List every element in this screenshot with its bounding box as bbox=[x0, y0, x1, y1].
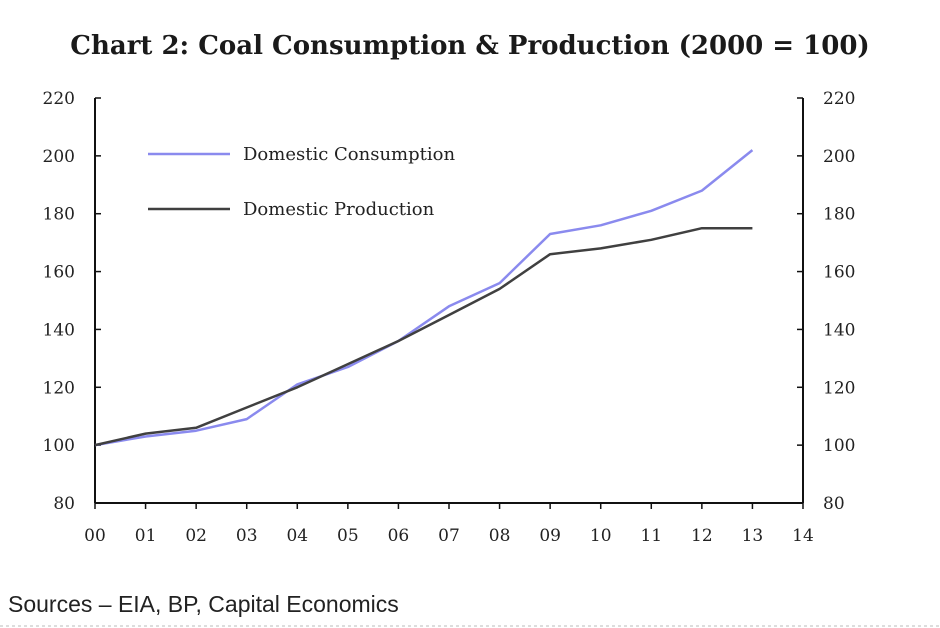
sources-note: Sources – EIA, BP, Capital Economics bbox=[8, 591, 399, 617]
x-tick-label: 12 bbox=[691, 526, 713, 546]
y-tick-label-right: 80 bbox=[823, 494, 845, 514]
y-tick-label-left: 140 bbox=[43, 320, 75, 340]
x-tick-label: 14 bbox=[792, 526, 814, 546]
x-tick-label: 09 bbox=[539, 526, 561, 546]
y-tick-label-right: 220 bbox=[823, 89, 855, 109]
x-tick-label: 07 bbox=[438, 526, 460, 546]
series-line-production bbox=[94, 226, 753, 447]
x-tick-label: 04 bbox=[286, 526, 308, 546]
y-tick-label-left: 80 bbox=[53, 494, 75, 514]
x-tick-label: 13 bbox=[742, 526, 764, 546]
x-tick-label: 02 bbox=[185, 526, 207, 546]
y-tick-label-left: 200 bbox=[43, 147, 75, 167]
y-tick-label-right: 180 bbox=[823, 205, 855, 225]
x-tick-label: 08 bbox=[489, 526, 511, 546]
y-tick-label-left: 180 bbox=[43, 205, 75, 225]
y-tick-label-left: 160 bbox=[43, 263, 75, 283]
x-tick-label: 05 bbox=[337, 526, 359, 546]
y-tick-label-left: 220 bbox=[43, 89, 75, 109]
legend: Domestic Consumption Domestic Production bbox=[148, 144, 455, 220]
y-tick-label-right: 120 bbox=[823, 378, 855, 398]
legend-label: Domestic Production bbox=[243, 199, 435, 220]
y-tick-label-right: 200 bbox=[823, 147, 855, 167]
series-lines bbox=[94, 149, 754, 447]
y-tick-label-right: 140 bbox=[823, 320, 855, 340]
x-tick-label: 06 bbox=[388, 526, 410, 546]
axes: 80 100 120 140 160 180 200 220 80 100 120 140 160 180… bbox=[43, 89, 856, 546]
y-tick-label-right: 160 bbox=[823, 263, 855, 283]
series-line-consumption bbox=[94, 149, 754, 447]
x-tick-label: 00 bbox=[84, 526, 106, 546]
x-tick-label: 01 bbox=[135, 526, 157, 546]
x-tick-label: 10 bbox=[590, 526, 612, 546]
legend-label: Domestic Consumption bbox=[243, 144, 455, 165]
chart-title: Chart 2: Coal Consumption & Production (… bbox=[70, 31, 869, 61]
y-tick-label-right: 100 bbox=[823, 436, 855, 456]
y-tick-label-left: 100 bbox=[43, 436, 75, 456]
x-tick-label: 11 bbox=[640, 526, 662, 546]
y-tick-label-left: 120 bbox=[43, 378, 75, 398]
x-tick-label: 03 bbox=[236, 526, 258, 546]
